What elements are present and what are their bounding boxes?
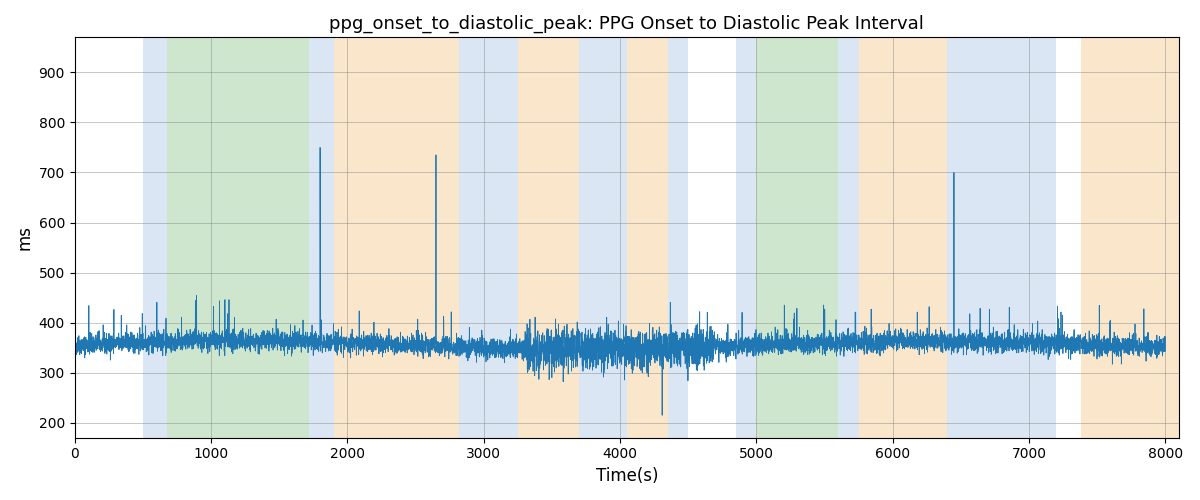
Bar: [580, 38, 626, 438]
Bar: [460, 38, 517, 438]
Bar: [1081, 38, 1178, 438]
Bar: [838, 38, 858, 438]
Bar: [756, 38, 838, 438]
Title: ppg_onset_to_diastolic_peak: PPG Onset to Diastolic Peak Interval: ppg_onset_to_diastolic_peak: PPG Onset t…: [329, 15, 924, 34]
Bar: [736, 38, 756, 438]
Bar: [143, 38, 167, 438]
Bar: [167, 38, 310, 438]
Bar: [334, 38, 460, 438]
Bar: [626, 38, 667, 438]
Bar: [310, 38, 334, 438]
Bar: [517, 38, 580, 438]
Y-axis label: ms: ms: [16, 225, 34, 250]
Bar: [667, 38, 688, 438]
X-axis label: Time(s): Time(s): [595, 467, 658, 485]
Bar: [858, 38, 947, 438]
Bar: [947, 38, 1056, 438]
